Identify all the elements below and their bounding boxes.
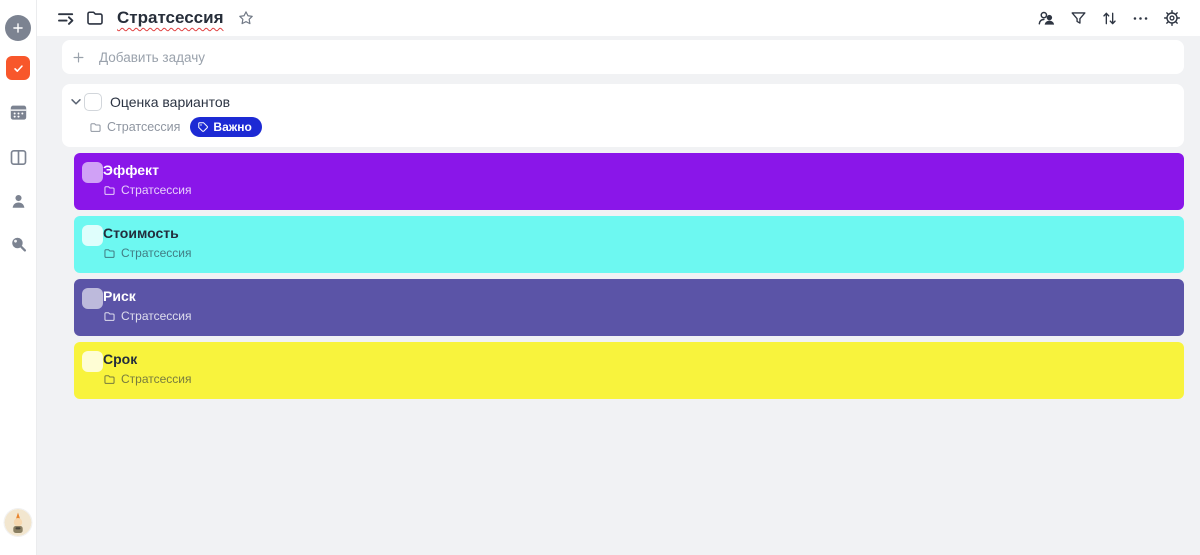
user-avatar[interactable]: [4, 509, 32, 536]
topbar: Стратсессия: [37, 0, 1200, 36]
avatar-image: [4, 509, 32, 536]
task-checkbox[interactable]: [84, 93, 102, 111]
folder-icon: [104, 311, 115, 321]
subtask-row[interactable]: Эффект Стратсессия: [74, 153, 1184, 210]
tag-badge[interactable]: Важно: [190, 117, 262, 137]
sidebar-item-calendar[interactable]: [7, 101, 29, 123]
task-checkbox[interactable]: [82, 288, 103, 309]
project-label: Стратсессия: [121, 183, 192, 197]
parent-task-card[interactable]: Оценка вариантов Стратсессия Важно: [62, 84, 1184, 147]
project-label: Стратсессия: [121, 309, 192, 323]
task-title: Эффект: [103, 162, 159, 178]
folder-icon: [85, 8, 105, 28]
chevron-down-icon: [71, 99, 81, 105]
plus-icon: [73, 52, 84, 62]
task-list: Оценка вариантов Стратсессия Важно: [37, 36, 1200, 555]
task-title: Риск: [103, 288, 136, 304]
sidebar-item-search[interactable]: [7, 233, 29, 255]
filter-button[interactable]: [1069, 9, 1088, 28]
settings-button[interactable]: [1162, 8, 1182, 28]
sidebar-item-team[interactable]: [7, 190, 29, 212]
page-title: Стратсессия: [117, 8, 224, 27]
task-checkbox[interactable]: [82, 225, 103, 246]
subtask-row[interactable]: Срок Стратсессия: [74, 342, 1184, 399]
sort-button[interactable]: [1100, 9, 1119, 28]
plus-icon: [13, 23, 23, 33]
task-checkbox[interactable]: [82, 162, 103, 183]
add-task-input[interactable]: [99, 49, 1172, 65]
collapse-sidebar-icon: [58, 13, 74, 25]
ellipsis-icon: [1133, 16, 1148, 20]
task-title: Стоимость: [103, 225, 179, 241]
tag-icon: [198, 122, 209, 132]
subtask-row[interactable]: Стоимость Стратсессия: [74, 216, 1184, 273]
gear-icon: [1163, 9, 1181, 27]
favorite-star-button[interactable]: [237, 9, 255, 27]
add-button[interactable]: [5, 15, 31, 41]
collapse-chevron[interactable]: [68, 95, 84, 109]
app-rail: [0, 0, 37, 555]
add-task-row[interactable]: [62, 40, 1184, 74]
task-title: Оценка вариантов: [110, 94, 231, 110]
members-button[interactable]: [1036, 8, 1057, 29]
project-label: Стратсессия: [121, 372, 192, 386]
collapse-sidebar-button[interactable]: [56, 8, 76, 28]
sidebar-item-my-tasks[interactable]: [6, 56, 30, 80]
sidebar-item-boards[interactable]: [7, 146, 29, 168]
filter-icon: [1071, 11, 1086, 24]
search-icon: [11, 237, 26, 252]
tag-label: Важно: [213, 120, 252, 134]
more-button[interactable]: [1131, 9, 1150, 28]
task-checkbox[interactable]: [82, 351, 103, 372]
kanban-board-icon: [10, 149, 26, 165]
folder-icon: [104, 248, 115, 258]
star-icon: [238, 11, 253, 25]
task-title: Срок: [103, 351, 138, 367]
folder-icon: [104, 185, 115, 195]
sort-icon: [1103, 12, 1116, 24]
project-label: Стратсессия: [107, 120, 181, 134]
members-icon: [1038, 11, 1055, 25]
folder-icon: [104, 374, 115, 384]
person-icon: [12, 194, 24, 208]
calendar-icon: [10, 105, 26, 120]
main-area: Стратсессия: [37, 0, 1200, 555]
project-label: Стратсессия: [121, 246, 192, 260]
folder-icon: [90, 122, 101, 132]
subtask-row[interactable]: Риск Стратсессия: [74, 279, 1184, 336]
check-icon: [13, 64, 23, 72]
